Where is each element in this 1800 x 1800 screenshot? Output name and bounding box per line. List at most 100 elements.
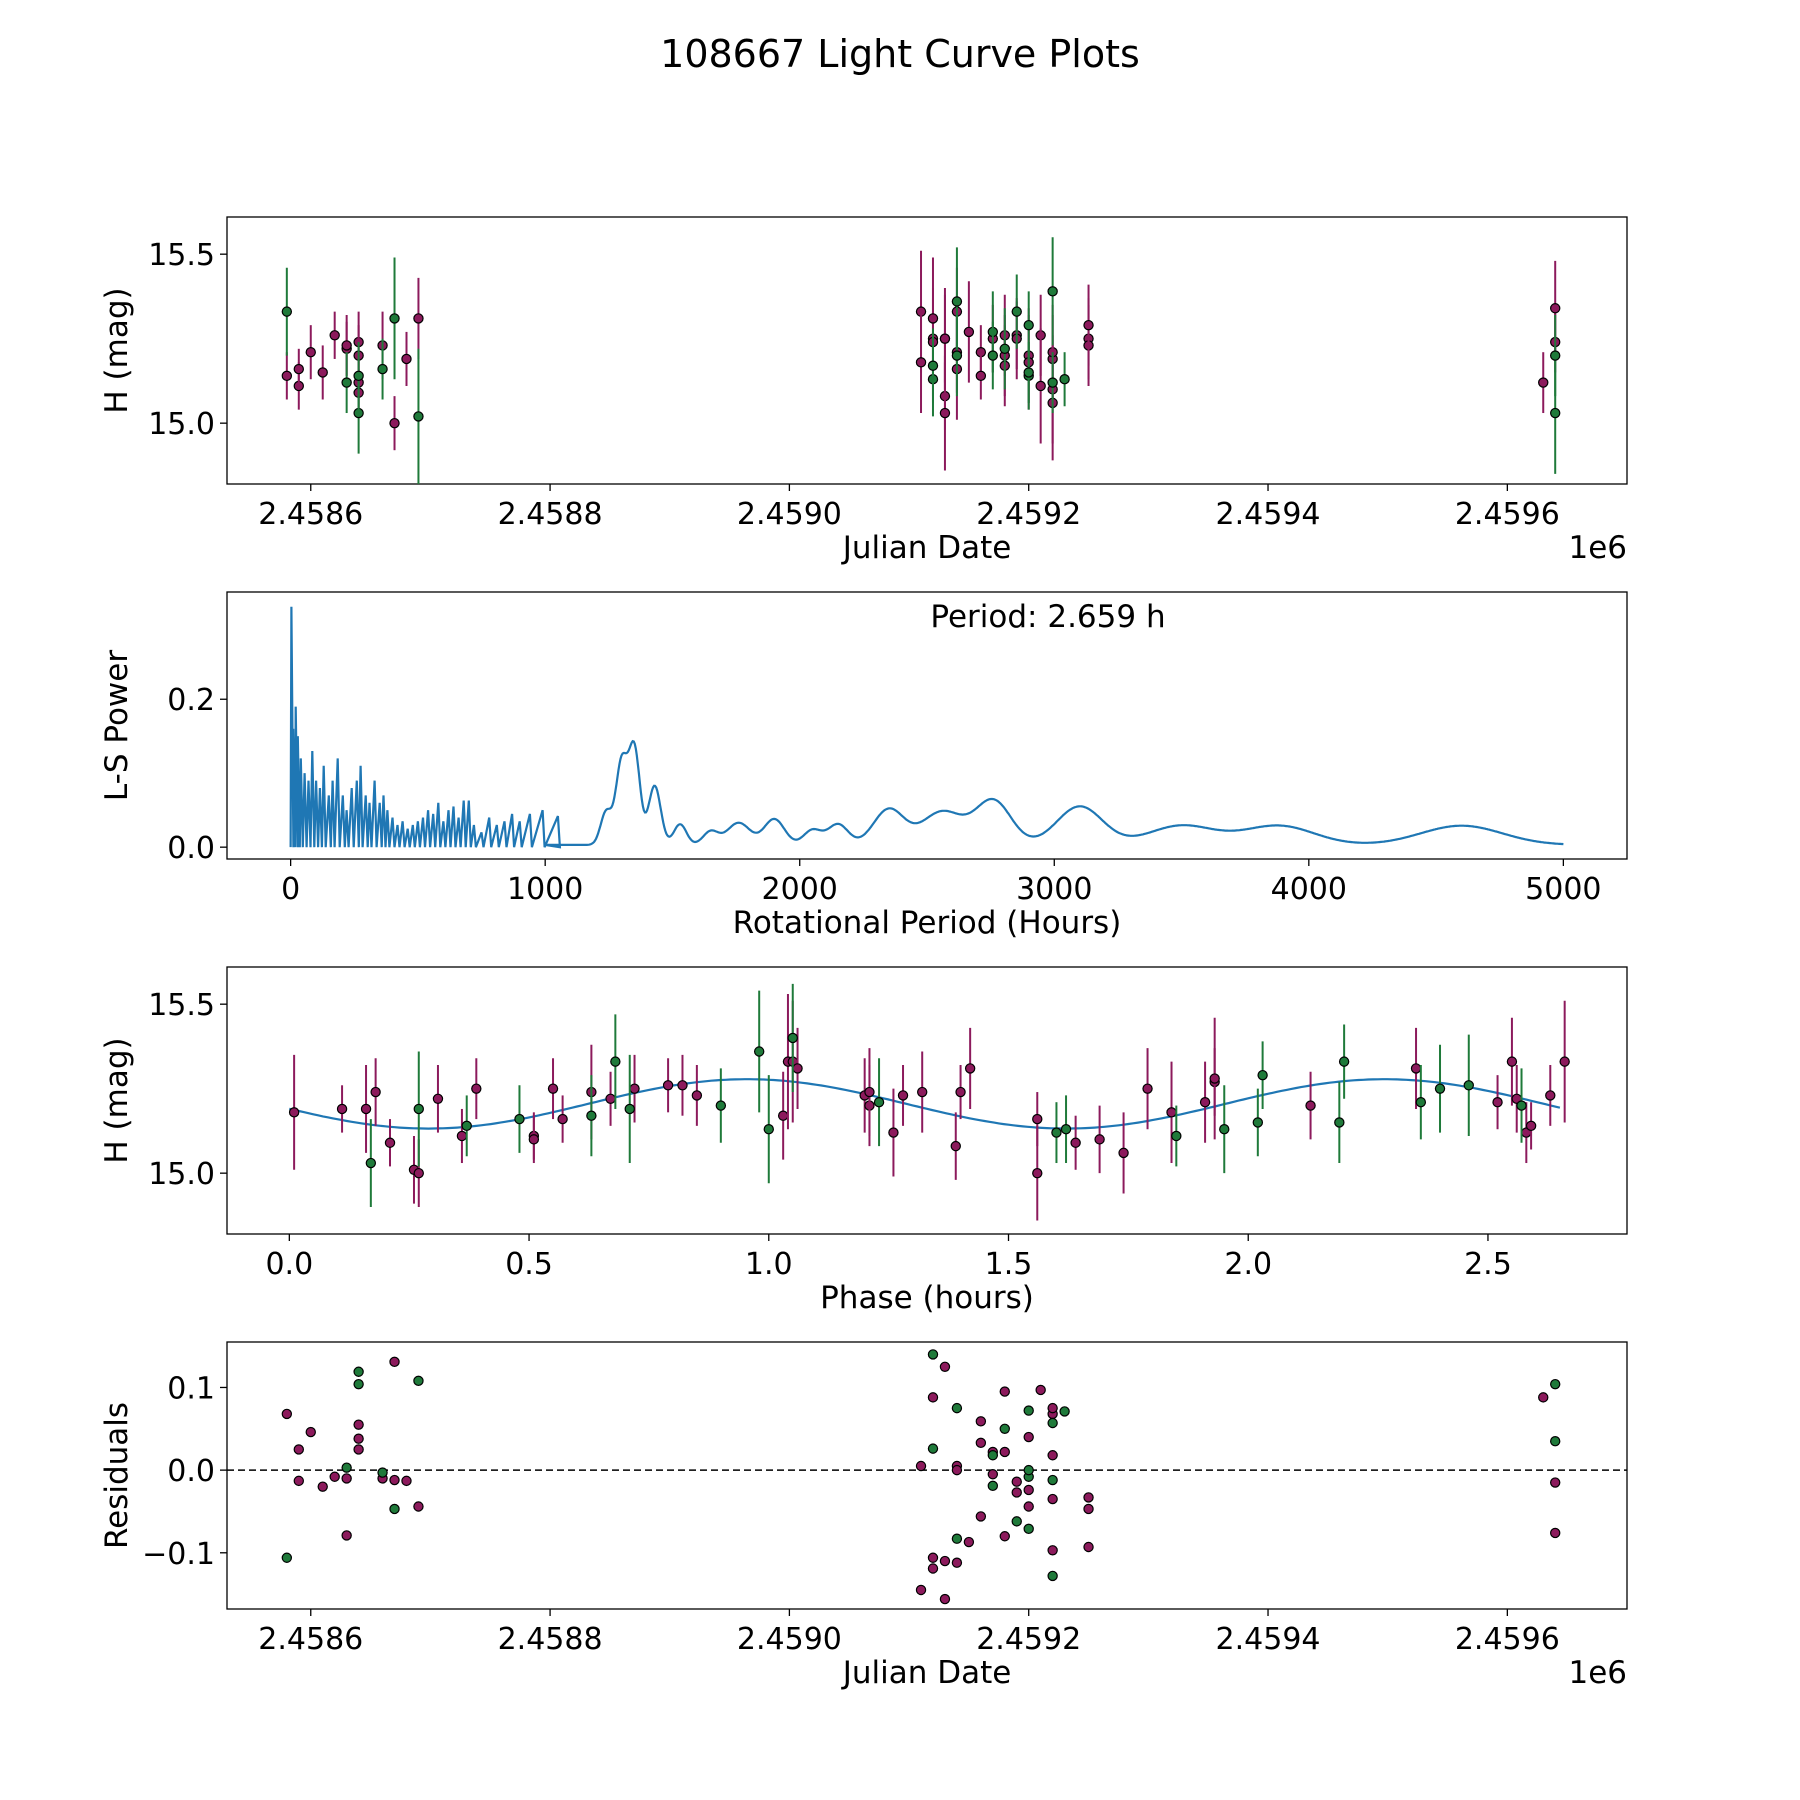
purple-data-point [1166,1107,1177,1118]
y-tick-label: 15.0 [148,1157,215,1192]
purple-data-point [1550,1527,1561,1539]
purple-data-point [792,1063,803,1074]
purple-data-point [1305,1100,1316,1111]
purple-data-point [1047,1402,1058,1414]
purple-data-point [1070,1137,1081,1148]
green-data-point [1047,1474,1058,1486]
purple-data-point [1538,377,1549,388]
purple-data-point [1525,1120,1537,1132]
x-tick-label: 2.4594 [1216,497,1321,532]
purple-data-point [975,1437,987,1449]
green-data-point [1047,377,1058,388]
purple-data-point [353,1444,364,1455]
x-axis-label: Julian Date [841,530,1012,566]
green-data-point [1516,1100,1527,1111]
purple-data-point [389,417,400,429]
x-tick-label: 1.0 [745,1247,793,1282]
y-axis-label: H (mag) [99,287,135,413]
purple-data-point [927,1563,939,1574]
y-axis-label: H (mag) [99,1037,135,1163]
purple-data-point [1023,1431,1034,1443]
purple-data-point [401,1475,412,1487]
purple-data-point [413,1501,424,1512]
purple-data-point [336,1103,348,1115]
green-data-point [763,1124,774,1135]
green-data-point [927,1349,939,1360]
purple-data-point [1083,1492,1094,1503]
green-data-point [389,1503,400,1515]
x-tick-label: 2.4596 [1455,1622,1560,1657]
x-tick-label: 2.4586 [258,1622,363,1657]
axes-frame [226,591,1628,860]
purple-data-point [975,1511,987,1522]
period-annotation: Period: 2.659 h [930,599,1165,635]
purple-data-point [999,1531,1010,1542]
y-axis-label: L-S Power [99,650,135,801]
purple-data-point [950,1140,961,1152]
purple-data-point [1118,1147,1129,1159]
residuals-panel: 2.4586 2.4588 2.4590 2.4592 2.4594 2.4596 −0.1… [99,1341,1628,1691]
power-spectrum-line [289,606,1564,849]
x-tick-label: 2.4590 [737,1622,842,1657]
purple-data-point [915,357,927,368]
axes-frame [226,966,1628,1235]
purple-data-point [456,1130,468,1142]
green-data-point [281,306,293,317]
y-tick-label: 15.0 [148,407,215,442]
green-data-point [365,1157,377,1169]
purple-data-point [1545,1090,1556,1101]
green-data-point [787,1032,798,1044]
purple-data-point [975,370,987,382]
green-data-point [1550,1435,1561,1447]
x-tick-label: 2.4588 [498,1622,603,1657]
purple-data-point [317,367,328,378]
y-tick-label: 0.2 [167,683,215,718]
green-data-point [999,1423,1010,1434]
purple-data-point [629,1083,640,1094]
green-data-point [1023,1523,1034,1535]
x-tick-label: 2000 [762,872,838,907]
light-curve-panel: 2.4586 2.4588 2.4590 2.4592 2.4594 2.4596 15.0… [99,216,1628,566]
purple-data-point [341,340,352,351]
green-data-point [1434,1083,1446,1094]
y-axis-label: Residuals [99,1402,135,1549]
x-tick-label: 5000 [1525,872,1601,907]
purple-data-point [329,1471,340,1482]
green-data-point [341,1462,352,1473]
green-data-point [715,1100,727,1111]
purple-data-point [1094,1134,1105,1145]
green-data-point [353,1378,364,1390]
purple-data-point [1209,1073,1220,1084]
purple-data-point [293,1475,304,1487]
purple-data-point [915,1584,927,1596]
green-data-point [1059,374,1070,385]
green-data-point [377,363,388,375]
figure-title: 108667 Light Curve Plots [660,32,1140,76]
purple-data-point [975,1416,987,1427]
purple-data-point [888,1127,899,1138]
purple-data-point [293,363,304,375]
green-data-point [1171,1130,1182,1142]
green-data-point [1051,1127,1062,1138]
purple-data-point [777,1110,789,1121]
y-tick-label: 0.0 [167,1454,215,1489]
green-data-point [1023,1405,1034,1416]
green-data-point [514,1113,525,1125]
purple-data-point [305,346,316,358]
y-tick-label: −0.1 [142,1537,215,1572]
green-data-point [353,1366,364,1377]
purple-data-point [413,1167,424,1179]
green-data-point [1060,1124,1072,1135]
green-data-point [1023,1464,1034,1476]
purple-data-point [1559,1056,1570,1067]
y-tick-label: 0.1 [167,1371,215,1406]
x-tick-label: 0 [281,872,300,907]
x-tick-label: 2.4594 [1216,1622,1321,1657]
green-data-point [951,1402,963,1414]
purple-data-point [939,1593,951,1605]
purple-data-point [1011,1487,1022,1498]
x-tick-label: 2.4592 [976,1622,1081,1657]
green-data-point [951,296,963,307]
green-data-point [413,1103,424,1115]
